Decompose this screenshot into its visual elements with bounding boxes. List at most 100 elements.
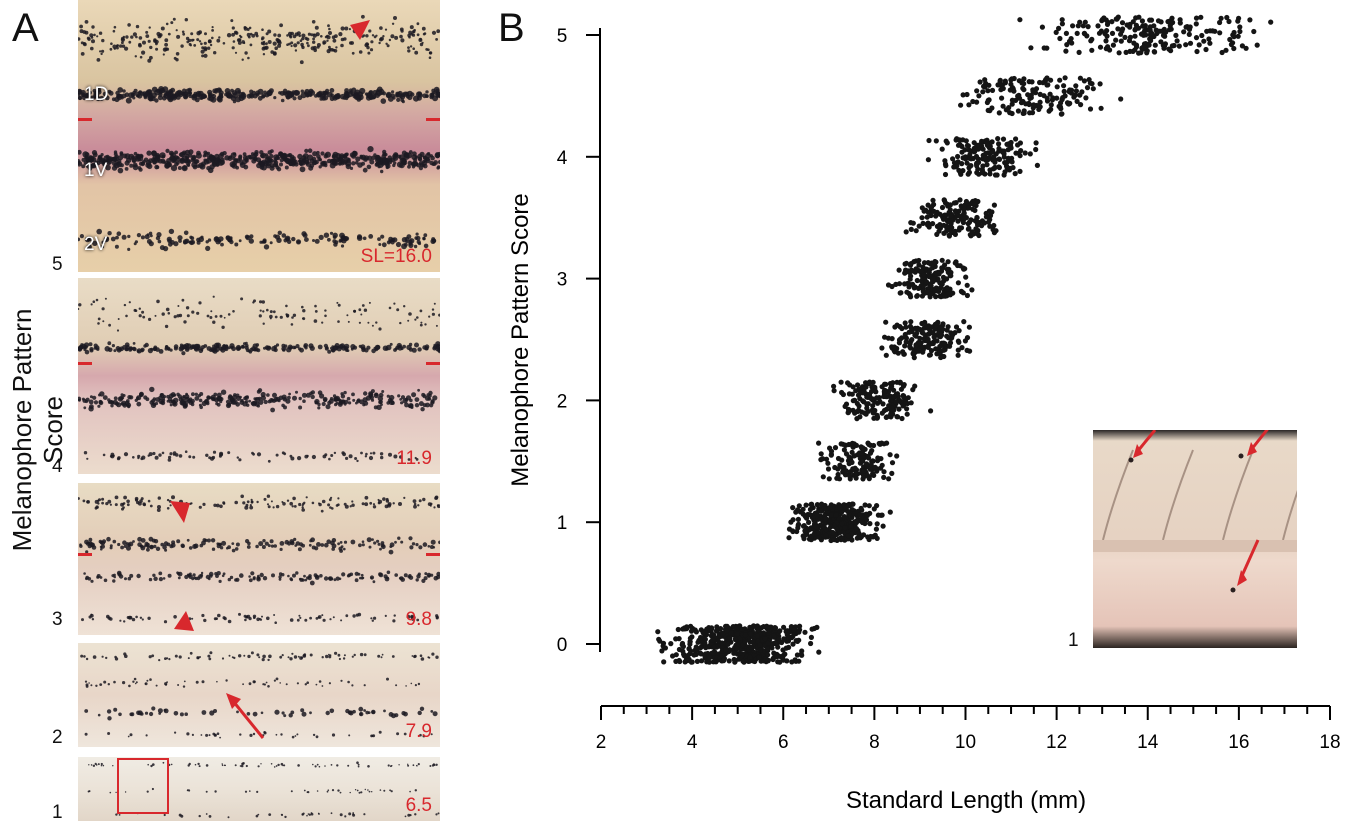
data-point [897, 336, 903, 342]
data-point [1237, 28, 1243, 35]
data-point [1021, 108, 1027, 114]
data-point [1000, 103, 1006, 109]
data-point [917, 326, 923, 332]
data-point [1080, 23, 1086, 29]
data-point [793, 638, 799, 644]
data-point [1237, 24, 1243, 30]
data-point [661, 659, 667, 665]
data-point [869, 384, 875, 390]
data-point [670, 653, 676, 659]
data-point [879, 462, 885, 468]
data-point [858, 444, 864, 450]
data-point [955, 352, 961, 358]
data-point [825, 466, 832, 472]
data-point [1223, 47, 1229, 53]
data-point [942, 171, 949, 178]
data-point [940, 326, 946, 332]
data-point [1176, 43, 1182, 49]
data-point [725, 641, 731, 647]
data-points [655, 14, 1274, 665]
data-point [1167, 23, 1173, 29]
data-point [668, 641, 674, 647]
data-point [1143, 32, 1149, 38]
data-point [936, 350, 942, 356]
data-point [1041, 45, 1047, 51]
data-point [919, 344, 925, 350]
data-point [980, 146, 986, 152]
data-point [1109, 30, 1116, 36]
data-point [899, 415, 905, 422]
data-point [951, 164, 957, 170]
data-point [882, 388, 888, 394]
data-point [879, 410, 885, 416]
data-point [1068, 87, 1075, 93]
data-point [927, 267, 933, 273]
y-tick-label: 3 [557, 270, 568, 291]
data-point [688, 628, 695, 634]
data-point [734, 646, 740, 652]
data-point [655, 629, 661, 635]
data-point [737, 650, 743, 656]
data-point [883, 319, 889, 325]
data-point [906, 329, 912, 335]
data-point [1066, 38, 1073, 44]
data-point [1008, 77, 1014, 83]
data-point [1118, 31, 1124, 37]
data-point [966, 324, 972, 330]
data-point [1201, 38, 1207, 44]
data-point [940, 265, 946, 271]
data-point [949, 225, 955, 231]
data-point [879, 384, 885, 390]
data-point [1029, 110, 1036, 116]
data-point [1013, 136, 1019, 142]
data-point [682, 659, 688, 665]
data-point [1039, 24, 1045, 30]
data-point [680, 626, 686, 632]
data-point [843, 468, 849, 474]
data-point [957, 197, 963, 203]
data-point [1115, 26, 1121, 32]
data-point [1133, 15, 1139, 21]
data-point [843, 505, 849, 511]
data-point [1081, 30, 1087, 36]
data-point [1086, 77, 1092, 83]
data-point [917, 340, 923, 346]
data-point [1207, 40, 1213, 46]
data-point [662, 645, 668, 651]
stripe-label-1d: 1D [84, 84, 109, 105]
data-point [886, 476, 892, 482]
data-point [943, 138, 949, 144]
data-point [818, 451, 824, 457]
data-point [964, 292, 970, 299]
data-point [1166, 46, 1172, 52]
data-point [1243, 45, 1249, 51]
data-point [895, 414, 901, 420]
data-point [951, 160, 958, 166]
data-point [952, 260, 958, 266]
data-point [769, 645, 775, 651]
data-point [883, 393, 889, 400]
data-point [961, 206, 967, 212]
data-point [845, 380, 851, 386]
data-point [1181, 29, 1187, 35]
panel-a-letter: A [12, 6, 39, 50]
data-point [1193, 15, 1200, 21]
data-point [887, 452, 893, 458]
data-point [847, 407, 853, 413]
data-point [1037, 91, 1043, 97]
data-point [964, 91, 970, 98]
data-point [1118, 38, 1124, 44]
data-point [940, 321, 946, 327]
data-point [987, 171, 993, 177]
data-point [796, 658, 802, 664]
data-point [1118, 96, 1124, 102]
data-point [951, 200, 957, 206]
data-point [999, 95, 1005, 101]
data-point [828, 448, 835, 454]
data-point [1072, 92, 1078, 98]
data-point [910, 268, 916, 274]
data-point [742, 632, 749, 638]
data-point [1160, 32, 1167, 39]
data-point [841, 447, 847, 453]
data-point [879, 440, 885, 446]
